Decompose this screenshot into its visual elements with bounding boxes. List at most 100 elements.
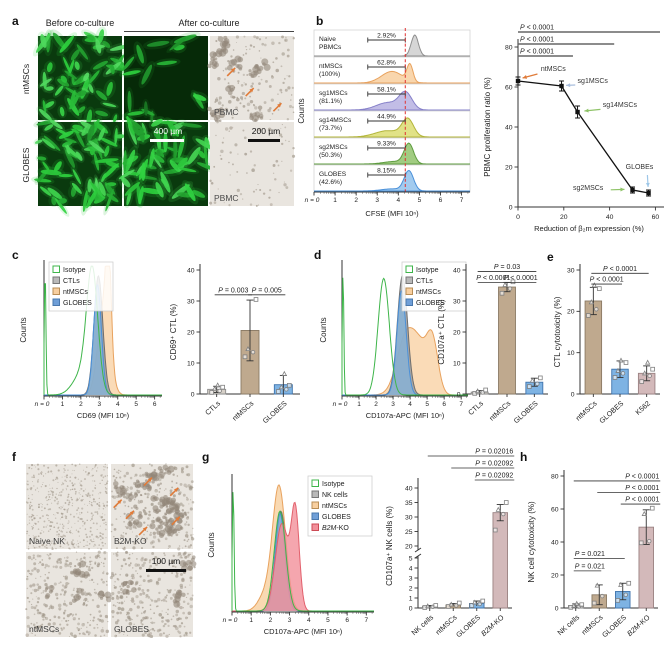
- svg-text:80: 80: [505, 44, 513, 51]
- svg-text:7: 7: [365, 617, 369, 624]
- svg-text:58.1%: 58.1%: [377, 87, 396, 94]
- panel-d-letter: d: [314, 248, 322, 262]
- svg-text:6: 6: [153, 401, 157, 408]
- panel-f: Naive NK B2M-KO ntMSCs GLOBES 100 µm: [8, 448, 208, 656]
- svg-text:(100%): (100%): [319, 71, 340, 78]
- svg-text:4: 4: [307, 617, 311, 624]
- svg-text:20: 20: [551, 572, 559, 579]
- svg-text:2.92%: 2.92%: [377, 33, 396, 40]
- svg-text:P = 0.021: P = 0.021: [575, 551, 605, 558]
- svg-text:CD69 (MFI 10ⁿ): CD69 (MFI 10ⁿ): [77, 411, 130, 420]
- bar-K562: [637, 359, 656, 395]
- panel-b-letter: b: [316, 14, 324, 28]
- svg-text:20: 20: [187, 329, 195, 336]
- svg-text:10: 10: [453, 360, 461, 367]
- svg-text:GLOBES: GLOBES: [319, 171, 347, 178]
- svg-text:1: 1: [333, 197, 337, 204]
- svg-text:CTL cytotoxicity (%): CTL cytotoxicity (%): [553, 296, 562, 367]
- curve-Isotype: [43, 265, 162, 396]
- flow-row-sg2MSCs: sg2MSCs(50.3%) 9.33%: [313, 137, 471, 166]
- svg-text:P = 0.02016: P = 0.02016: [475, 449, 513, 456]
- svg-text:5: 5: [425, 401, 429, 408]
- svg-text:0: 0: [457, 391, 461, 398]
- micrograph-ntmscs-before: [32, 26, 136, 130]
- svg-text:30: 30: [567, 267, 575, 274]
- svg-text:ntMSCs: ntMSCs: [63, 289, 88, 296]
- svg-text:GLOBES: GLOBES: [416, 300, 445, 307]
- svg-text:n = 0: n = 0: [305, 197, 320, 204]
- svg-text:n = 0: n = 0: [223, 617, 238, 624]
- scalebar-200-label: 200 µm: [251, 126, 281, 136]
- svg-text:ntMSCs: ntMSCs: [230, 399, 255, 423]
- svg-text:5: 5: [418, 197, 422, 204]
- svg-text:Isotype: Isotype: [63, 267, 86, 274]
- svg-text:P = 0.003: P = 0.003: [218, 287, 248, 294]
- micrograph-ntmscs-nk: [25, 550, 113, 639]
- svg-text:NK cells: NK cells: [409, 613, 435, 638]
- bar-CTLs: [470, 387, 489, 396]
- svg-text:sg14MSCs: sg14MSCs: [603, 102, 638, 109]
- svg-text:40: 40: [505, 124, 513, 131]
- svg-text:P < 0.0001: P < 0.0001: [476, 275, 510, 282]
- scalebar-200: [248, 139, 280, 142]
- svg-text:2: 2: [269, 617, 273, 624]
- micrograph-pbmc-globes: [209, 120, 296, 207]
- cfse-histogram-stack: NaivePBMCs2.92%ntMSCs(100%)62.8%sg1MSCs(…: [297, 28, 471, 218]
- svg-text:Counts: Counts: [297, 98, 306, 123]
- svg-text:(73.7%): (73.7%): [319, 125, 342, 132]
- flow-row-sg14MSCs: sg14MSCs(73.7%) 44.9%: [313, 110, 471, 139]
- cd69-histogram: n = 0 1 2 3 4 5 6 Isotype CTLs ntMSCs GLOBES CD69 (…: [19, 260, 162, 420]
- scalebar-100: [146, 569, 186, 572]
- svg-text:40: 40: [606, 214, 614, 221]
- micrograph-b2m-ko: [110, 463, 195, 551]
- svg-text:Isotype: Isotype: [416, 267, 439, 274]
- label-ntmscs: ntMSCs: [29, 624, 60, 634]
- svg-text:60: 60: [652, 214, 660, 221]
- svg-text:80: 80: [551, 473, 559, 480]
- svg-text:0: 0: [509, 204, 513, 211]
- svg-text:CTLs: CTLs: [63, 278, 80, 285]
- svg-text:CD107a⁺ NK cells (%): CD107a⁺ NK cells (%): [385, 506, 394, 586]
- svg-text:P = 0.021: P = 0.021: [575, 563, 605, 570]
- svg-text:10: 10: [187, 360, 195, 367]
- svg-text:GLOBES: GLOBES: [261, 399, 289, 426]
- curve-Isotype: [231, 492, 374, 612]
- svg-text:4: 4: [409, 565, 413, 572]
- svg-text:P = 0.02092: P = 0.02092: [475, 461, 513, 468]
- svg-text:7: 7: [459, 401, 463, 408]
- svg-text:4: 4: [397, 197, 401, 204]
- panel-e-letter: e: [547, 250, 554, 264]
- svg-text:3: 3: [409, 575, 413, 582]
- svg-text:sg1MSCs: sg1MSCs: [319, 90, 348, 97]
- panel-h-letter: h: [520, 450, 528, 464]
- bar-ntMSCs: [240, 297, 260, 395]
- bar-GLOBES: [273, 370, 293, 395]
- svg-text:2: 2: [409, 585, 413, 592]
- svg-text:sg14MSCs: sg14MSCs: [319, 117, 352, 124]
- flow-row-sg1MSCs: sg1MSCs(81.1%) 58.1%: [313, 83, 471, 112]
- svg-text:3: 3: [391, 401, 395, 408]
- pbmc-label-bottom: PBMC: [214, 193, 239, 203]
- svg-text:7: 7: [460, 197, 464, 204]
- micrograph-globes-before: [31, 115, 127, 217]
- svg-text:8.15%: 8.15%: [377, 168, 396, 175]
- svg-text:(81.1%): (81.1%): [319, 98, 342, 105]
- svg-text:GLOBES: GLOBES: [512, 399, 540, 426]
- svg-text:1: 1: [61, 401, 65, 408]
- svg-text:44.9%: 44.9%: [377, 114, 396, 121]
- svg-text:6: 6: [442, 401, 446, 408]
- scalebar-400-label: 400 µm: [153, 126, 183, 136]
- micrograph-naive-nk: [25, 463, 109, 551]
- svg-text:2: 2: [374, 401, 378, 408]
- svg-text:62.8%: 62.8%: [377, 60, 396, 67]
- svg-text:GLOBES: GLOBES: [597, 399, 625, 426]
- svg-text:Reduction of β₂m expression (%: Reduction of β₂m expression (%): [534, 224, 644, 233]
- svg-text:ntMSCs: ntMSCs: [319, 63, 343, 70]
- svg-text:20: 20: [405, 543, 413, 550]
- svg-text:0: 0: [571, 391, 575, 398]
- svg-text:P < 0.0001: P < 0.0001: [603, 266, 637, 273]
- svg-text:0: 0: [191, 391, 195, 398]
- svg-text:9.33%: 9.33%: [377, 141, 396, 148]
- micrograph-globes-nk: [109, 550, 197, 639]
